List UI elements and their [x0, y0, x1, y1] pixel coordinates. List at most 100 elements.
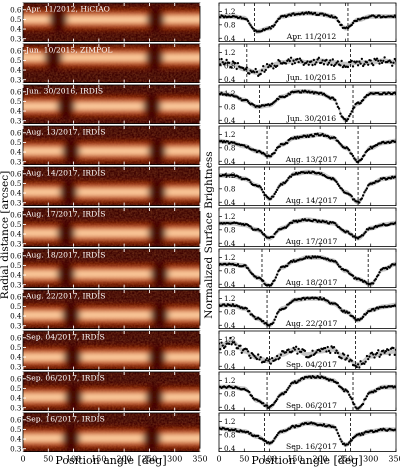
- profile-point: [230, 304, 233, 308]
- profile-point: [272, 67, 275, 70]
- profile-point: [358, 366, 361, 369]
- profile-point: [293, 426, 297, 429]
- profile-point: [346, 230, 350, 233]
- shadow-lane: [146, 7, 165, 32]
- profile-point: [249, 432, 252, 435]
- profile-y-tick-label: 0.8: [224, 20, 236, 29]
- profile-point: [331, 96, 334, 99]
- profile-point: [286, 225, 289, 228]
- profile-point: [336, 263, 339, 266]
- map-x-tick-label: 300: [167, 455, 182, 464]
- profile-point: [303, 257, 307, 260]
- profile-panel: 0.4 0.8 1.2 Aug. 17/2017: [218, 207, 397, 248]
- map-y-tick-label: 0.4: [10, 353, 22, 362]
- profile-point: [345, 357, 348, 360]
- profile-panel: 0.4 0.8 1.2 Aug. 22/2017: [218, 289, 397, 330]
- profile-point: [348, 311, 351, 314]
- profile-panel: 0.4 0.8 1.2 Jun. 10/2015: [218, 43, 397, 84]
- profile-point: [340, 357, 343, 360]
- profile-panel-label: Apr. 11/2012: [286, 32, 337, 41]
- profile-point: [293, 348, 297, 351]
- profile-point: [288, 59, 291, 63]
- profile-point: [310, 257, 313, 260]
- map-y-tick-label: 0.5: [10, 97, 22, 106]
- profile-point: [311, 63, 314, 67]
- map-y-tick-label: 0.5: [10, 425, 22, 434]
- profile-point: [335, 261, 338, 264]
- profile-point: [262, 191, 265, 194]
- profile-point: [273, 232, 276, 236]
- profile-point: [345, 119, 348, 122]
- profile-panel-label: Sep. 04/2017: [286, 360, 337, 369]
- profile-point: [334, 426, 337, 429]
- profile-point: [359, 360, 362, 363]
- map-y-tick-label: 0.5: [10, 384, 22, 393]
- profile-point: [272, 321, 275, 324]
- profile-point: [372, 353, 375, 356]
- profile-y-tick-label: 0.4: [224, 444, 236, 453]
- profile-point: [392, 61, 395, 64]
- profile-point: [259, 356, 262, 359]
- profile-point: [249, 225, 252, 228]
- profile-y-tick-label: 0.8: [224, 184, 236, 193]
- map-x-tick-label: 100: [66, 455, 81, 464]
- profile-point: [276, 354, 279, 358]
- shadow-lane: [44, 45, 63, 70]
- profile-point: [284, 62, 288, 65]
- profile-y-tick-label: 1.2: [224, 335, 235, 344]
- profile-point: [360, 197, 364, 200]
- profile-x-tick-label: 100: [262, 455, 277, 464]
- profile-point: [246, 145, 250, 148]
- profile-point: [255, 357, 259, 361]
- profile-x-tick-label: 150: [287, 455, 302, 464]
- map-y-tick-label: 0.3: [10, 34, 22, 43]
- shadow-lane: [150, 262, 169, 287]
- profile-point: [361, 315, 365, 318]
- profile-point: [380, 61, 384, 65]
- profile-point: [389, 61, 393, 64]
- profile-point: [296, 352, 299, 355]
- profile-error-band: [219, 58, 396, 75]
- map-panel-label: Jun. 30/2016, IRDIS: [25, 87, 103, 96]
- profile-y-tick-label: 0.8: [224, 348, 236, 357]
- profile-point: [302, 377, 305, 381]
- profile-point: [244, 68, 247, 71]
- profile-point: [378, 14, 381, 17]
- profile-point: [372, 63, 375, 67]
- profile-point: [310, 376, 313, 379]
- shadow-lane: [142, 426, 161, 451]
- disk-ring: [23, 45, 200, 70]
- disk-ring: [23, 426, 200, 451]
- profile-point: [274, 358, 278, 361]
- profile-point: [337, 20, 341, 24]
- map-x-tick-label: 150: [91, 455, 106, 464]
- profile-point: [273, 437, 276, 440]
- profile-point: [351, 315, 355, 318]
- right-x-axis-label: Position angle [deg]: [251, 454, 362, 467]
- profile-point: [326, 299, 329, 302]
- profile-point: [337, 184, 341, 188]
- profile-point: [329, 59, 332, 62]
- profile-point: [221, 344, 224, 347]
- profile-point: [239, 176, 242, 179]
- profile-point: [289, 14, 293, 17]
- profile-point: [346, 65, 350, 69]
- profile-point: [361, 402, 365, 406]
- profile-panel-label: Aug. 14/2017: [285, 196, 338, 205]
- profile-point: [350, 195, 353, 198]
- profile-point: [284, 351, 288, 354]
- profile-point: [363, 154, 366, 157]
- profile-point: [378, 387, 381, 390]
- profile-point: [388, 59, 391, 62]
- shadow-lane: [62, 139, 81, 164]
- profile-point: [229, 336, 232, 340]
- profile-point: [312, 135, 315, 138]
- profile-point: [346, 270, 350, 273]
- profile-point: [334, 351, 337, 355]
- map-y-tick-label: 0.6: [10, 415, 22, 424]
- profile-point: [278, 268, 281, 271]
- profile-point: [269, 197, 272, 200]
- profile-point: [350, 439, 353, 442]
- profile-point: [269, 362, 272, 365]
- map-panel: 0.30.40.50.6 Aug. 18/2017, IRDIS: [10, 248, 201, 289]
